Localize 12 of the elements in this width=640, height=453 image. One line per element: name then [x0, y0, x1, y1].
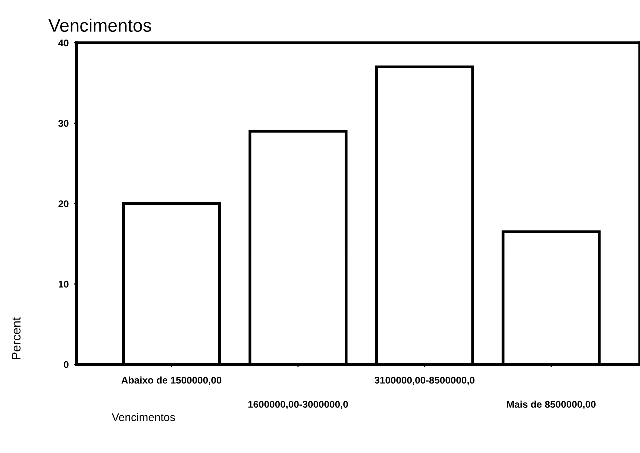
x-tick-label: 3100000,00-8500000,0 — [374, 376, 475, 386]
y-tick-label: 10 — [58, 280, 69, 288]
x-tick-label: 1600000,00-3000000,0 — [248, 401, 348, 410]
y-tick-label: 20 — [58, 200, 69, 208]
x-tick-label: Abaixo de 1500000,00 — [122, 376, 222, 386]
y-tick-label: 30 — [58, 120, 69, 128]
y-tick-label: 0 — [64, 361, 69, 368]
x-tick-label: Mais de 8500000,00 — [507, 400, 596, 410]
x-axis-title: Vencimentos — [112, 413, 176, 422]
y-tick-label: 40 — [58, 40, 69, 47]
chart-title: Vencimentos — [48, 18, 152, 32]
y-axis-title: Percent — [12, 317, 21, 360]
